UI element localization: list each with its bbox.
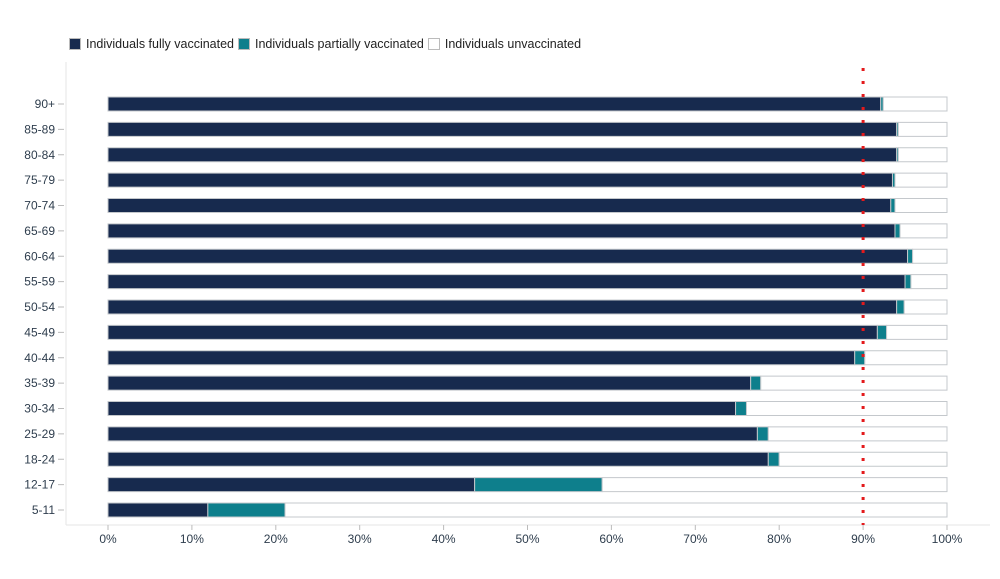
legend-label: Individuals fully vaccinated [86,37,234,51]
bar-segment-unvaccinated [899,223,948,239]
y-tick-label: 5-11 [32,503,55,517]
legend-item: Individuals unvaccinated [427,37,582,51]
bar-segment-fully [107,502,209,518]
bar-segment-partially [876,324,888,340]
bar-segment-partially [735,401,747,416]
y-tick-label: 85-89 [24,122,55,136]
bar-segment-fully [107,451,769,467]
bar-segment-unvaccinated [767,426,948,442]
bar-segment-fully [107,172,893,188]
bar-segment-fully [107,401,737,416]
bar-segment-fully [107,274,906,290]
y-tick-label: 30-34 [24,402,55,416]
x-tick-label: 50% [515,532,539,546]
bar-segment-fully [107,426,758,442]
bar-segment-fully [107,198,892,213]
legend-item: Individuals fully vaccinated [69,37,234,51]
bar-segment-unvaccinated [882,96,948,112]
x-tick-label: 60% [599,532,623,546]
y-tick-label: 18-24 [24,452,55,466]
bar-segment-partially [750,375,762,391]
bar-segment-unvaccinated [912,248,948,264]
x-tick-label: 100% [932,532,963,546]
bar-segment-fully [107,121,898,137]
bar-segment-partially [767,451,780,467]
bar-segment-partially [896,299,905,315]
legend-label: Individuals unvaccinated [444,37,582,51]
bar-segment-fully [107,299,898,315]
y-tick-label: 80-84 [24,148,55,162]
bar-segment-fully [107,147,898,163]
x-tick-label: 0% [99,532,117,546]
y-tick-label: 65-69 [24,224,55,238]
bar-segment-partially [474,477,603,493]
bar-segment-partially [894,223,901,239]
bar-segment-fully [107,477,476,493]
legend-swatch [69,38,81,50]
y-tick-label: 55-59 [24,275,55,289]
bar-segment-partially [207,502,286,518]
y-tick-label: 35-39 [24,376,55,390]
x-tick-label: 30% [348,532,372,546]
bar-segment-unvaccinated [894,172,948,188]
bar-segment-fully [107,350,856,366]
y-tick-label: 90+ [35,97,55,111]
legend-label: Individuals partially vaccinated [255,37,424,51]
legend-swatch [427,38,440,50]
bar-segment-partially [907,248,914,264]
bar-segment-unvaccinated [894,198,948,213]
y-tick-label: 25-29 [24,427,55,441]
legend-swatch [238,38,250,50]
y-tick-label: 50-54 [24,300,55,314]
bar-segment-fully [107,324,878,340]
bar-segment-unvaccinated [284,502,948,518]
bar-segment-unvaccinated [601,477,948,493]
bar-segment-unvaccinated [897,147,948,163]
bar-segment-unvaccinated [886,324,948,340]
bar-segment-unvaccinated [760,375,948,391]
y-tick-label: 75-79 [24,173,55,187]
bar-segment-unvaccinated [897,121,948,137]
x-tick-label: 80% [767,532,791,546]
bar-segment-fully [107,223,896,239]
x-tick-label: 70% [683,532,707,546]
bar-segment-unvaccinated [910,274,948,290]
bar-segment-partially [756,426,769,442]
x-tick-label: 40% [432,532,456,546]
bar-segment-partially [904,274,912,290]
bar-segment-fully [107,96,882,112]
x-tick-label: 10% [180,532,204,546]
bar-segment-fully [107,375,752,391]
x-tick-label: 20% [264,532,288,546]
bar-segment-partially [854,350,866,366]
y-tick-label: 40-44 [24,351,55,365]
bar-segment-fully [107,248,909,264]
y-tick-label: 60-64 [24,249,55,263]
y-tick-label: 12-17 [24,478,55,492]
legend: Individuals fully vaccinated Individuals … [69,37,585,51]
y-tick-label: 45-49 [24,325,55,339]
legend-item: Individuals partially vaccinated [238,37,424,51]
bar-segment-unvaccinated [864,350,948,366]
bar-segment-partially [890,198,896,213]
x-tick-label: 90% [851,532,875,546]
bar-segment-unvaccinated [903,299,948,315]
bar-segment-unvaccinated [745,401,948,416]
y-tick-label: 70-74 [24,199,55,213]
